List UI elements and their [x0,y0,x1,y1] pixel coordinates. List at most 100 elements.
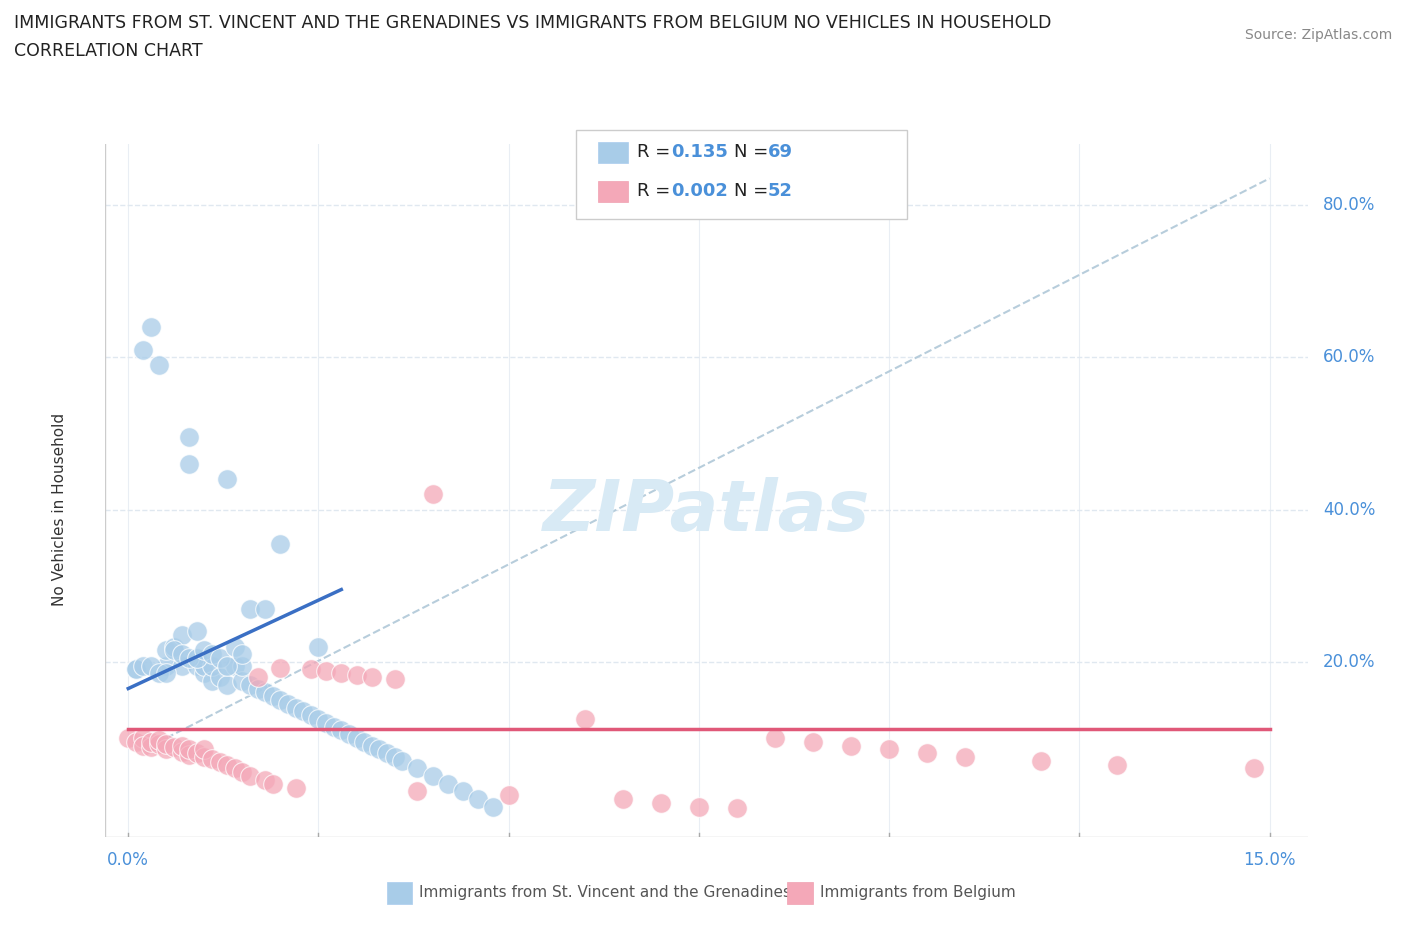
Text: 0.135: 0.135 [671,142,727,161]
Point [155,658,177,673]
Point [360,670,382,684]
Text: R =: R = [637,181,676,200]
Point [467,791,489,806]
Point [193,658,215,673]
Point [193,666,215,681]
Point [269,660,291,675]
Point [170,744,193,759]
Text: 15.0%: 15.0% [1243,851,1296,869]
Text: 52: 52 [768,181,793,200]
Point [269,537,291,551]
Point [170,738,193,753]
Point [217,677,239,692]
Point [186,746,208,761]
Point [308,639,330,654]
Point [688,799,710,814]
Point [1243,761,1265,776]
Point [254,773,277,788]
Point [193,742,215,757]
Point [208,670,231,684]
Point [125,662,148,677]
Point [246,670,269,684]
Point [239,769,262,784]
Point [337,726,360,741]
Point [139,739,162,754]
Point [915,746,938,761]
Point [155,742,177,757]
Point [132,658,155,673]
Text: ZIPatlas: ZIPatlas [543,477,870,546]
Point [422,769,444,784]
Text: IMMIGRANTS FROM ST. VINCENT AND THE GRENADINES VS IMMIGRANTS FROM BELGIUM NO VEH: IMMIGRANTS FROM ST. VINCENT AND THE GREN… [14,14,1052,32]
Point [277,697,299,711]
Point [246,681,269,696]
Point [117,731,139,746]
Point [224,639,246,654]
Point [262,689,284,704]
Point [224,761,246,776]
Point [360,738,382,753]
Point [315,715,337,730]
Point [170,628,193,643]
Point [201,647,224,662]
Point [254,684,277,699]
Point [193,643,215,658]
Point [139,735,162,750]
Text: R =: R = [637,142,676,161]
Point [612,791,634,806]
Point [139,319,162,334]
Point [148,666,170,681]
Text: Immigrants from St. Vincent and the Grenadines: Immigrants from St. Vincent and the Gren… [419,885,792,900]
Point [254,601,277,616]
Point [437,777,460,791]
Point [368,742,391,757]
Text: CORRELATION CHART: CORRELATION CHART [14,42,202,60]
Point [148,737,170,751]
Point [239,677,262,692]
Point [330,723,353,737]
Point [574,711,596,726]
Point [155,737,177,751]
Point [262,777,284,791]
Point [231,658,253,673]
Text: 69: 69 [768,142,793,161]
Point [201,673,224,688]
Point [163,739,186,754]
Point [125,735,148,750]
Point [186,658,208,673]
Point [451,784,474,799]
Point [406,784,429,799]
Point [231,647,253,662]
Point [224,658,246,673]
Point [148,732,170,747]
Point [170,647,193,662]
Point [406,761,429,776]
Point [170,658,193,673]
Point [208,755,231,770]
Point [650,795,672,810]
Point [308,711,330,726]
Text: 20.0%: 20.0% [1323,653,1375,671]
Point [179,651,201,666]
Point [163,643,186,658]
Text: 0.002: 0.002 [671,181,727,200]
Point [217,472,239,486]
Point [217,757,239,772]
Point [299,662,322,677]
Text: No Vehicles in Household: No Vehicles in Household [52,413,67,606]
Point [299,708,322,723]
Point [201,658,224,673]
Point [346,668,368,683]
Point [139,658,162,673]
Text: 60.0%: 60.0% [1323,349,1375,366]
Point [284,700,307,715]
Point [231,673,253,688]
Point [292,704,315,719]
Point [193,750,215,764]
Point [877,742,900,757]
Point [384,671,406,686]
Text: 80.0%: 80.0% [1323,196,1375,214]
Point [353,735,375,750]
Point [148,357,170,372]
Point [125,662,148,677]
